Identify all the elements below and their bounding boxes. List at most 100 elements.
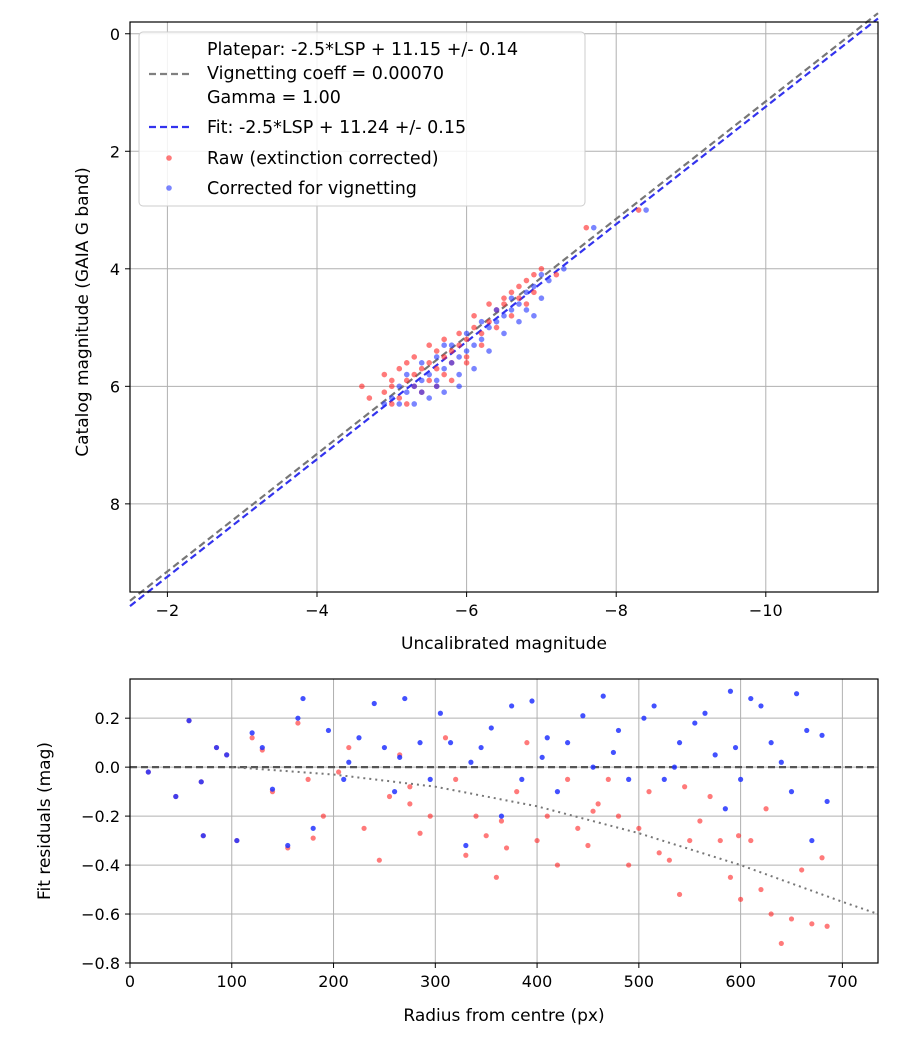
- top-raw-point: [456, 330, 462, 337]
- top-raw-point: [508, 313, 515, 319]
- top-y-tick-label: 8: [110, 495, 120, 514]
- bottom-raw-point: [498, 818, 505, 824]
- top-raw-point: [523, 277, 530, 284]
- bottom-corrected-point: [463, 842, 469, 849]
- bottom-raw-point: [524, 740, 530, 746]
- bottom-raw-point: [636, 825, 642, 831]
- bottom-corrected-point: [748, 695, 754, 702]
- bottom-raw-point: [778, 940, 784, 947]
- top-x-tick-label: −10: [749, 601, 783, 620]
- top-corrected-point: [523, 307, 530, 313]
- bottom-raw-point: [361, 825, 367, 831]
- bottom-raw-point: [427, 813, 433, 819]
- top-raw-point: [403, 360, 410, 366]
- top-corrected-point: [396, 401, 403, 407]
- top-corrected-point: [396, 383, 403, 390]
- top-points: [359, 207, 649, 407]
- top-corrected-point: [448, 360, 455, 366]
- bottom-raw-point: [295, 720, 301, 726]
- bottom-corrected-point: [402, 695, 408, 702]
- top-corrected-point: [486, 348, 492, 354]
- bottom-raw-point: [310, 835, 316, 841]
- top-raw-point: [441, 371, 447, 378]
- bottom-corrected-point: [722, 806, 728, 812]
- top-raw-point: [523, 301, 530, 307]
- bottom-raw-point: [590, 808, 596, 814]
- bottom-corrected-point: [295, 715, 301, 721]
- bottom-corrected-point: [437, 710, 443, 716]
- top-raw-point: [411, 371, 418, 378]
- bottom-corrected-point: [626, 776, 632, 782]
- top-corrected-point: [441, 365, 447, 372]
- residuals-scatter-plot: 0 100 200 300 400 500 600 700 0.2 0.0 −0.2 −0.4 −0.6…: [35, 678, 879, 1026]
- top-corrected-point: [433, 383, 440, 390]
- bottom-raw-point: [473, 813, 479, 819]
- top-y-tick-label: 4: [110, 260, 120, 279]
- bottom-corrected-point: [391, 789, 398, 795]
- bottom-y-axis-label: Fit residuals (mag): [35, 742, 55, 900]
- bottom-corrected-point: [824, 798, 830, 805]
- bottom-corrected-point: [173, 793, 179, 800]
- top-corrected-point: [516, 301, 522, 307]
- bottom-raw-point: [605, 776, 611, 782]
- bottom-corrected-point: [346, 759, 352, 765]
- bottom-corrected-point: [651, 703, 657, 709]
- bottom-vignetting-model-line: [231, 766, 879, 915]
- top-corrected-point: [471, 342, 477, 348]
- top-corrected-point: [411, 383, 418, 390]
- top-line-platepar: [129, 12, 879, 602]
- top-y-tick-label: 0: [110, 25, 120, 44]
- legend: Platepar: -2.5*LSP + 11.15 +/- 0.14 Vign…: [138, 31, 586, 207]
- top-raw-point: [433, 365, 440, 372]
- bottom-corrected-point: [544, 735, 550, 741]
- top-corrected-point: [418, 389, 425, 396]
- bottom-raw-point: [376, 857, 382, 863]
- top-raw-point: [411, 354, 418, 360]
- bottom-raw-point: [707, 793, 713, 800]
- bottom-raw-point: [249, 735, 255, 741]
- bottom-x-tick-label: 200: [318, 972, 349, 991]
- top-corrected-point: [523, 289, 530, 296]
- bottom-corrected-point: [676, 740, 683, 746]
- top-corrected-point: [493, 318, 500, 325]
- top-corrected-point: [441, 342, 447, 348]
- top-raw-point: [426, 342, 433, 348]
- bottom-corrected-point: [397, 754, 403, 760]
- top-corrected-point: [448, 342, 455, 348]
- bottom-corrected-point: [186, 718, 192, 724]
- bottom-x-axis-label: Radius from centre (px): [403, 1006, 604, 1026]
- bottom-raw-point: [595, 801, 601, 807]
- top-corrected-point: [426, 371, 433, 378]
- bottom-corrected-point: [692, 720, 698, 726]
- top-raw-point: [493, 324, 500, 331]
- top-corrected-point: [546, 277, 552, 284]
- top-raw-point: [501, 301, 507, 307]
- top-corrected-point: [389, 395, 395, 401]
- top-corrected-point: [643, 207, 649, 213]
- bottom-raw-point: [407, 784, 413, 790]
- legend-label-raw: Raw (extinction corrected): [207, 149, 439, 169]
- top-plot-frame: [129, 21, 879, 593]
- top-raw-point: [486, 301, 492, 307]
- legend-label-fit: Fit: -2.5*LSP + 11.24 +/- 0.15: [207, 118, 466, 138]
- top-corrected-point: [426, 395, 433, 401]
- top-corrected-point: [493, 307, 500, 313]
- legend-label-vignetting: Vignetting coeff = 0.00070: [207, 64, 444, 84]
- bottom-raw-point: [727, 874, 734, 880]
- bottom-corrected-point: [356, 735, 362, 741]
- bottom-corrected-point: [600, 693, 606, 699]
- bottom-plot-frame: [129, 678, 879, 964]
- top-corrected-point: [508, 295, 515, 301]
- top-corrected-point: [381, 401, 388, 407]
- bottom-corrected-point: [671, 764, 678, 770]
- bottom-corrected-point: [768, 740, 774, 746]
- bottom-corrected-point: [224, 752, 230, 758]
- top-raw-point: [441, 336, 447, 343]
- top-corrected-point: [411, 401, 418, 407]
- bottom-points: [145, 688, 830, 947]
- bottom-corrected-point: [285, 842, 291, 849]
- top-corrected-point: [418, 377, 425, 384]
- top-raw-point: [366, 395, 373, 401]
- bottom-raw-point: [407, 801, 413, 807]
